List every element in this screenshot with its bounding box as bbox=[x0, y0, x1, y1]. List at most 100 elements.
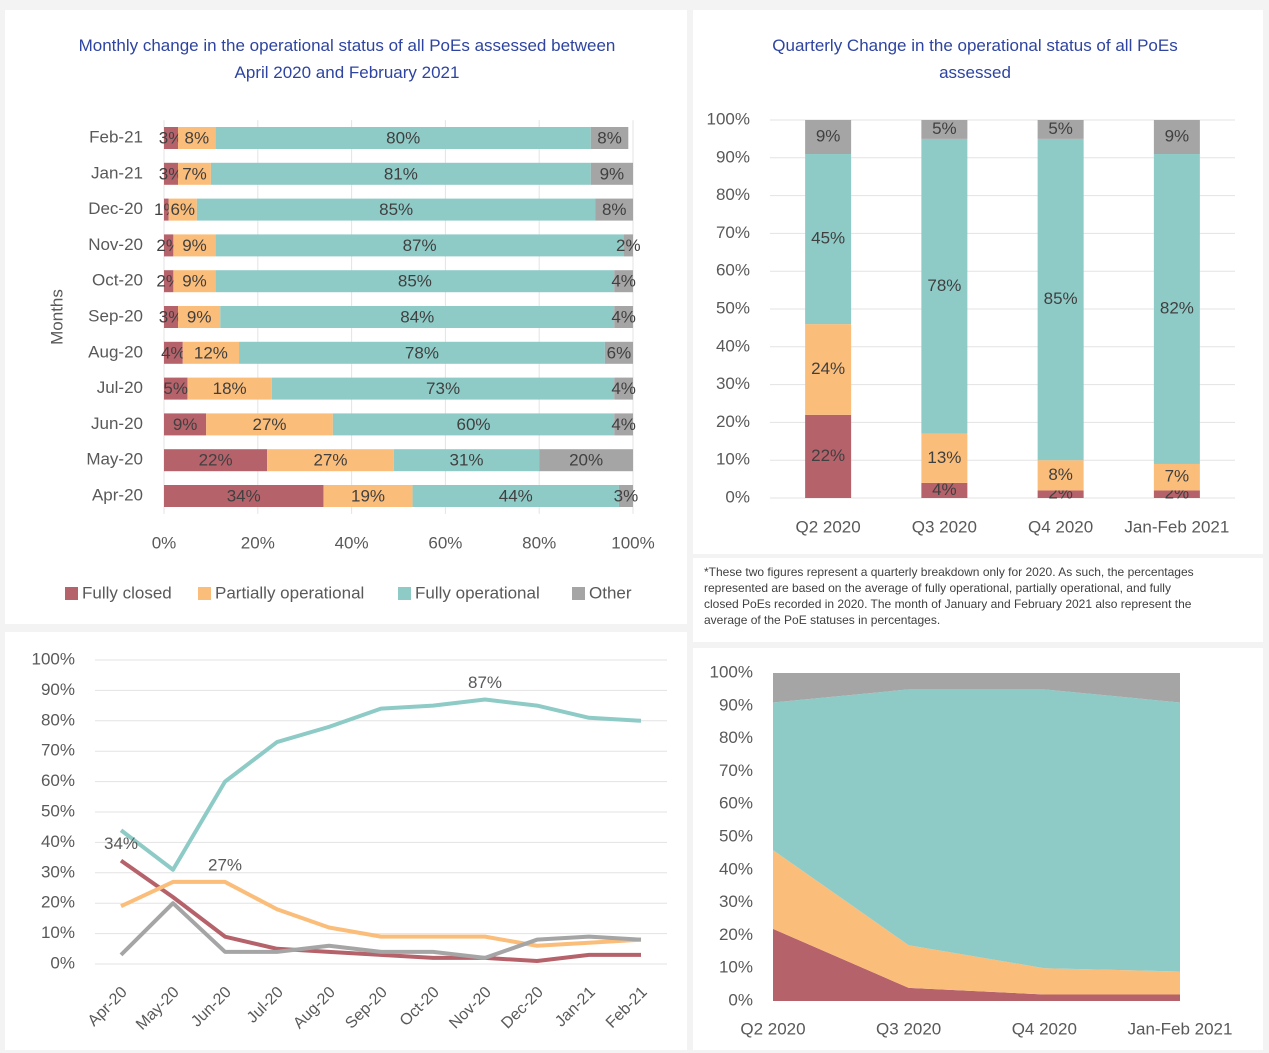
y-tick-label: 70% bbox=[719, 761, 753, 780]
data-label: 85% bbox=[379, 200, 413, 219]
y-tick-label: Jul-20 bbox=[97, 378, 143, 397]
data-label: 18% bbox=[213, 379, 247, 398]
y-tick-label: Sep-20 bbox=[88, 306, 143, 325]
bar-segment bbox=[164, 162, 179, 185]
bar-segment bbox=[178, 162, 211, 185]
area bbox=[773, 689, 1180, 972]
x-tick-label: 0% bbox=[152, 533, 177, 552]
x-tick-label: 100% bbox=[611, 533, 654, 552]
y-tick-label: 90% bbox=[716, 147, 750, 166]
bar-segment bbox=[173, 234, 216, 257]
bar-segment bbox=[332, 413, 615, 436]
data-label: 12% bbox=[194, 343, 228, 362]
y-tick-label: 20% bbox=[719, 925, 753, 944]
y-tick-label: 80% bbox=[719, 728, 753, 747]
bar-segment bbox=[239, 341, 605, 364]
data-label: 80% bbox=[386, 128, 420, 147]
legend-label: Fully closed bbox=[82, 583, 172, 602]
data-label: 3% bbox=[159, 307, 184, 326]
data-label: 85% bbox=[1044, 289, 1078, 308]
data-label: 13% bbox=[927, 448, 961, 467]
x-tick-label: Q4 2020 bbox=[1012, 1019, 1077, 1038]
y-tick-label: 30% bbox=[719, 892, 753, 911]
line bbox=[119, 901, 642, 960]
bar-segment bbox=[1037, 490, 1084, 498]
chart-title: Monthly change in the operational status… bbox=[78, 36, 616, 82]
y-tick-label: 40% bbox=[716, 336, 750, 355]
data-label: 20% bbox=[569, 451, 603, 470]
bar-segment bbox=[595, 198, 633, 221]
data-label: 45% bbox=[811, 229, 845, 248]
bar-segment bbox=[921, 138, 968, 434]
area bbox=[773, 673, 1180, 703]
data-label: 9% bbox=[816, 126, 841, 145]
x-tick-label: 80% bbox=[522, 533, 556, 552]
data-label: 7% bbox=[182, 164, 207, 183]
x-tick-label: Q3 2020 bbox=[912, 517, 977, 536]
data-label: 34% bbox=[104, 834, 138, 853]
y-tick-label: 100% bbox=[710, 662, 753, 681]
x-tick-label: Q2 2020 bbox=[796, 517, 861, 536]
y-tick-label: 60% bbox=[719, 794, 753, 813]
y-tick-label: Feb-21 bbox=[89, 127, 143, 146]
bar-segment bbox=[921, 482, 968, 498]
bar-segment bbox=[614, 413, 633, 436]
legend-label: Other bbox=[589, 583, 632, 602]
bar-segment bbox=[168, 198, 197, 221]
bar-segment bbox=[805, 414, 852, 498]
y-tick-label: 10% bbox=[41, 923, 75, 942]
data-label: 9% bbox=[600, 164, 625, 183]
bar-segment bbox=[1153, 490, 1200, 498]
x-tick-label: 60% bbox=[428, 533, 462, 552]
bar-segment bbox=[271, 377, 615, 400]
data-label: 4% bbox=[611, 415, 636, 434]
bar-segment bbox=[539, 449, 633, 472]
y-tick-label: 0% bbox=[50, 953, 75, 972]
bar-segment bbox=[323, 485, 413, 507]
x-tick-label: Q3 2020 bbox=[876, 1019, 941, 1038]
x-tick-label: Jan-Feb 2021 bbox=[1124, 517, 1229, 536]
y-tick-label: 20% bbox=[41, 893, 75, 912]
y-tick-label: 50% bbox=[716, 298, 750, 317]
bar-segment bbox=[215, 127, 591, 149]
line bbox=[120, 879, 642, 948]
data-label: 34% bbox=[227, 486, 261, 505]
bar-segment bbox=[393, 449, 540, 472]
data-label: 22% bbox=[811, 446, 845, 465]
bar-segment bbox=[164, 341, 183, 364]
legend-swatch bbox=[198, 587, 211, 600]
data-label: 19% bbox=[351, 486, 385, 505]
bar-segment bbox=[604, 341, 633, 364]
data-label: 4% bbox=[161, 343, 186, 362]
y-tick-label: Oct-20 bbox=[92, 271, 143, 290]
y-tick-label: Dec-20 bbox=[88, 199, 143, 218]
bar-segment bbox=[1037, 138, 1084, 461]
area bbox=[773, 928, 1180, 1001]
y-tick-label: 10% bbox=[716, 450, 750, 469]
footnote: *These two figures represent a quarterly… bbox=[704, 565, 1194, 627]
bar-segment bbox=[412, 485, 619, 507]
data-label: 2% bbox=[616, 236, 641, 255]
data-label: 4% bbox=[932, 480, 957, 499]
data-label: 60% bbox=[457, 415, 491, 434]
bar-segment bbox=[206, 413, 333, 436]
legend-label: Fully operational bbox=[415, 583, 540, 602]
bar-segment bbox=[173, 270, 216, 293]
data-label: 22% bbox=[199, 451, 233, 470]
bar-segment bbox=[614, 377, 633, 400]
y-tick-label: Jun-20 bbox=[91, 414, 143, 433]
bar-segment bbox=[164, 485, 324, 507]
data-label: 24% bbox=[811, 359, 845, 378]
y-tick-label: 60% bbox=[716, 261, 750, 280]
y-tick-label: 80% bbox=[41, 710, 75, 729]
bar-segment bbox=[210, 162, 591, 185]
bar-segment bbox=[164, 413, 207, 436]
bar-segment bbox=[1153, 463, 1200, 491]
y-tick-label: 90% bbox=[41, 680, 75, 699]
bar-segment bbox=[164, 198, 169, 221]
y-tick-label: 50% bbox=[41, 801, 75, 820]
y-tick-label: 40% bbox=[41, 832, 75, 851]
y-tick-label: May-20 bbox=[86, 450, 143, 469]
bar-segment bbox=[614, 306, 633, 328]
